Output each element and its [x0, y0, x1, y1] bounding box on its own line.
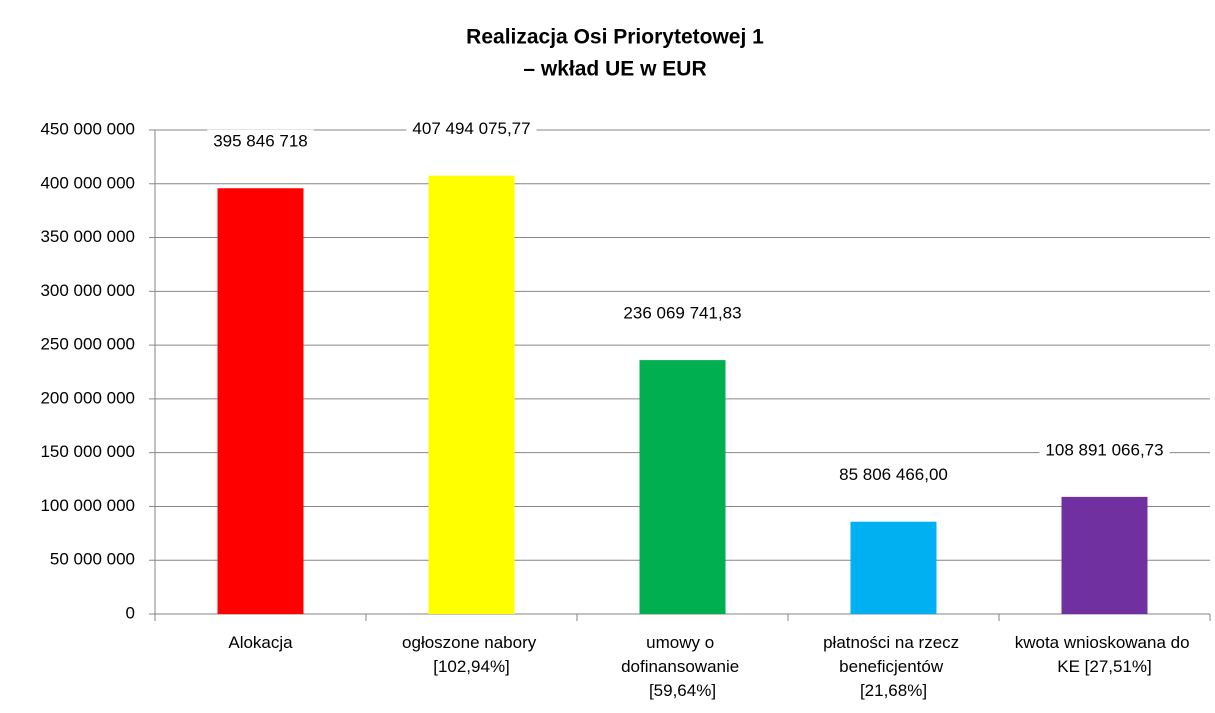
bar: [428, 175, 515, 615]
bar: [639, 360, 726, 614]
y-tick-label: 150 000 000: [40, 442, 135, 461]
value-label: 236 069 741,83: [623, 304, 741, 323]
x-tick-label: ogłoszone nabory [102,94%]: [402, 633, 541, 676]
value-label: 108 891 066,73: [1045, 440, 1163, 459]
value-label: 407 494 075,77: [412, 119, 530, 138]
y-tick-label: 350 000 000: [40, 227, 135, 246]
y-tick-label: 250 000 000: [40, 335, 135, 354]
value-label-bg: [1039, 438, 1170, 462]
value-label-bg: [207, 129, 314, 153]
bar: [217, 188, 304, 614]
x-tick-label: kwota wnioskowana do KE [27,51%]: [1015, 633, 1195, 676]
y-tick-label: 100 000 000: [40, 496, 135, 515]
value-label: 85 806 466,00: [839, 465, 948, 484]
y-tick-label: 450 000 000: [40, 119, 135, 138]
bar: [850, 521, 937, 614]
chart-title: Realizacja Osi Priorytetowej 1: [466, 26, 764, 49]
y-tick-label: 0: [126, 603, 135, 622]
value-label-bg: [406, 117, 537, 141]
x-tick-label: Alokacja: [228, 633, 293, 652]
y-tick-label: 200 000 000: [40, 388, 135, 407]
x-tick-label: płatności na rzecz beneficjentów [21,68%…: [823, 633, 964, 700]
chart-title: – wkład UE w EUR: [523, 58, 706, 81]
y-tick-label: 400 000 000: [40, 173, 135, 192]
y-tick-label: 300 000 000: [40, 281, 135, 300]
value-label-bg: [833, 463, 954, 487]
value-label-bg: [617, 301, 748, 325]
bar: [1061, 496, 1148, 614]
x-tick-label: umowy o dofinansowanie [59,64%]: [621, 633, 744, 700]
value-label: 395 846 718: [213, 132, 308, 151]
y-tick-label: 50 000 000: [50, 550, 135, 569]
